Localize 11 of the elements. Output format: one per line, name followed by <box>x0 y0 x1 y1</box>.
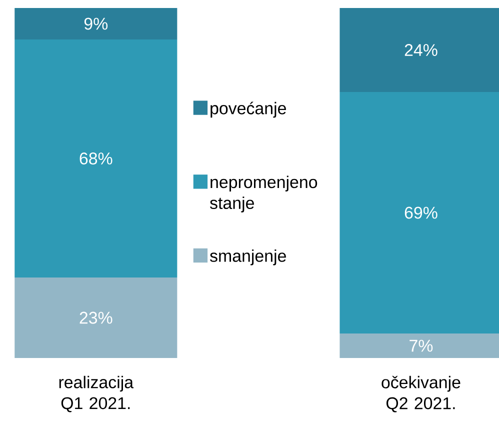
data-label: 24% <box>404 44 438 56</box>
legend-label: smanjenje <box>210 249 286 266</box>
data-label: 9% <box>84 18 108 30</box>
x-tick-label: realizacija Q1 2021. <box>59 376 134 412</box>
data-label: 68% <box>80 152 112 164</box>
data-label: 23% <box>80 312 112 324</box>
legend-label: povećanje <box>210 102 286 118</box>
legend-label: nepromenjeno stanje <box>210 176 318 212</box>
data-label: 69% <box>404 206 438 219</box>
x-tick-label: očekivanje Q2 2021. <box>382 376 460 412</box>
data-label: 7% <box>410 340 433 352</box>
